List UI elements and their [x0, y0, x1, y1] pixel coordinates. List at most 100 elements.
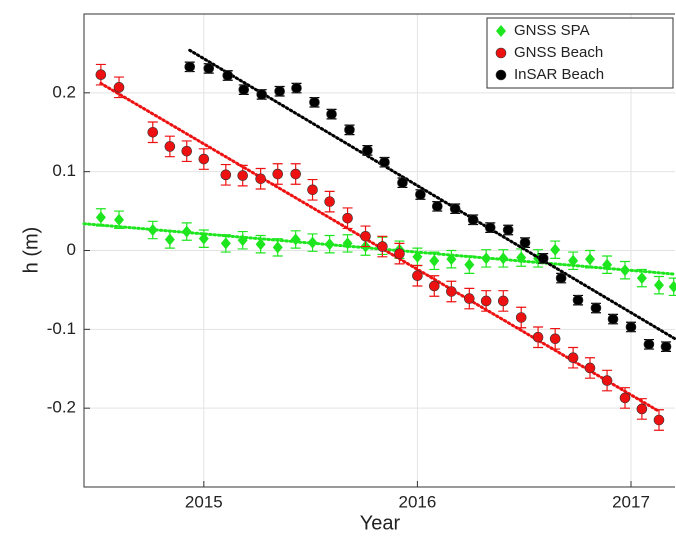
- marker: [601, 375, 613, 386]
- marker: [290, 233, 301, 246]
- marker: [114, 213, 125, 226]
- y-axis-label: h (m): [20, 227, 42, 274]
- marker: [379, 156, 390, 168]
- marker: [324, 196, 335, 207]
- trend-line: [188, 48, 676, 341]
- marker: [668, 280, 676, 293]
- marker: [113, 82, 125, 93]
- marker: [515, 312, 527, 323]
- legend-label: InSAR Beach: [514, 66, 604, 83]
- marker: [620, 264, 631, 277]
- marker: [342, 212, 353, 224]
- marker: [324, 238, 335, 251]
- marker: [290, 168, 301, 180]
- marker: [584, 253, 595, 266]
- y-tick-label: 0: [67, 240, 76, 259]
- marker: [181, 145, 193, 157]
- marker: [272, 168, 284, 180]
- marker: [584, 362, 596, 374]
- y-tick-label: -0.1: [47, 319, 76, 338]
- marker: [449, 203, 461, 215]
- marker: [568, 254, 579, 267]
- marker: [255, 173, 266, 185]
- marker: [428, 280, 440, 292]
- marker: [198, 232, 209, 245]
- marker: [360, 231, 371, 242]
- marker: [344, 124, 355, 136]
- marker: [519, 237, 531, 248]
- marker: [467, 214, 479, 226]
- marker: [238, 84, 250, 95]
- marker: [537, 253, 549, 264]
- marker: [636, 272, 647, 285]
- marker: [653, 279, 664, 292]
- marker: [636, 403, 648, 415]
- marker: [572, 294, 584, 306]
- marker: [607, 313, 619, 325]
- legend-label: GNSS SPA: [514, 22, 590, 39]
- y-tick-label: 0.2: [52, 82, 76, 101]
- marker: [184, 61, 196, 73]
- marker: [342, 237, 353, 250]
- marker: [431, 201, 443, 212]
- legend-box: [486, 17, 674, 89]
- marker: [590, 302, 602, 314]
- marker: [480, 295, 492, 307]
- marker: [307, 184, 318, 196]
- marker: [377, 241, 388, 252]
- marker: [274, 85, 285, 97]
- marker: [498, 252, 509, 265]
- marker: [255, 238, 266, 251]
- marker: [95, 211, 106, 224]
- x-tick-label: 2016: [398, 492, 436, 511]
- marker: [516, 251, 527, 264]
- marker: [602, 258, 613, 271]
- marker: [222, 70, 234, 81]
- marker: [147, 126, 159, 138]
- marker: [237, 234, 248, 247]
- y-tick-label: 0.1: [52, 161, 76, 180]
- marker: [446, 253, 457, 266]
- marker: [291, 82, 302, 94]
- marker: [446, 286, 457, 297]
- marker: [464, 293, 475, 304]
- marker: [549, 333, 561, 345]
- marker: [309, 96, 320, 108]
- marker: [481, 252, 492, 265]
- marker: [619, 392, 631, 404]
- marker: [397, 177, 408, 189]
- marker: [394, 248, 405, 259]
- marker: [203, 63, 215, 74]
- marker: [412, 250, 423, 263]
- legend-marker: [495, 69, 507, 81]
- marker: [272, 241, 283, 254]
- marker: [653, 414, 665, 426]
- marker: [307, 236, 318, 249]
- marker: [532, 331, 544, 343]
- marker: [497, 295, 509, 307]
- marker: [220, 237, 231, 250]
- legend-marker: [495, 47, 507, 59]
- x-tick-label: 2015: [185, 492, 223, 511]
- marker: [625, 321, 637, 333]
- marker: [164, 233, 175, 246]
- x-tick-label: 2017: [612, 492, 650, 511]
- marker: [362, 145, 373, 156]
- axis-frame: [83, 13, 675, 488]
- marker: [198, 153, 210, 165]
- marker: [429, 254, 440, 267]
- marker: [181, 225, 192, 238]
- marker: [567, 352, 579, 364]
- marker: [550, 243, 561, 256]
- marker: [412, 270, 423, 282]
- marker: [484, 222, 496, 233]
- y-tick-label: -0.2: [47, 398, 76, 417]
- marker: [326, 108, 337, 120]
- marker: [660, 341, 672, 352]
- marker: [643, 339, 655, 350]
- legend-label: GNSS Beach: [514, 44, 603, 61]
- marker: [95, 69, 107, 81]
- marker: [464, 258, 475, 271]
- marker: [555, 272, 567, 284]
